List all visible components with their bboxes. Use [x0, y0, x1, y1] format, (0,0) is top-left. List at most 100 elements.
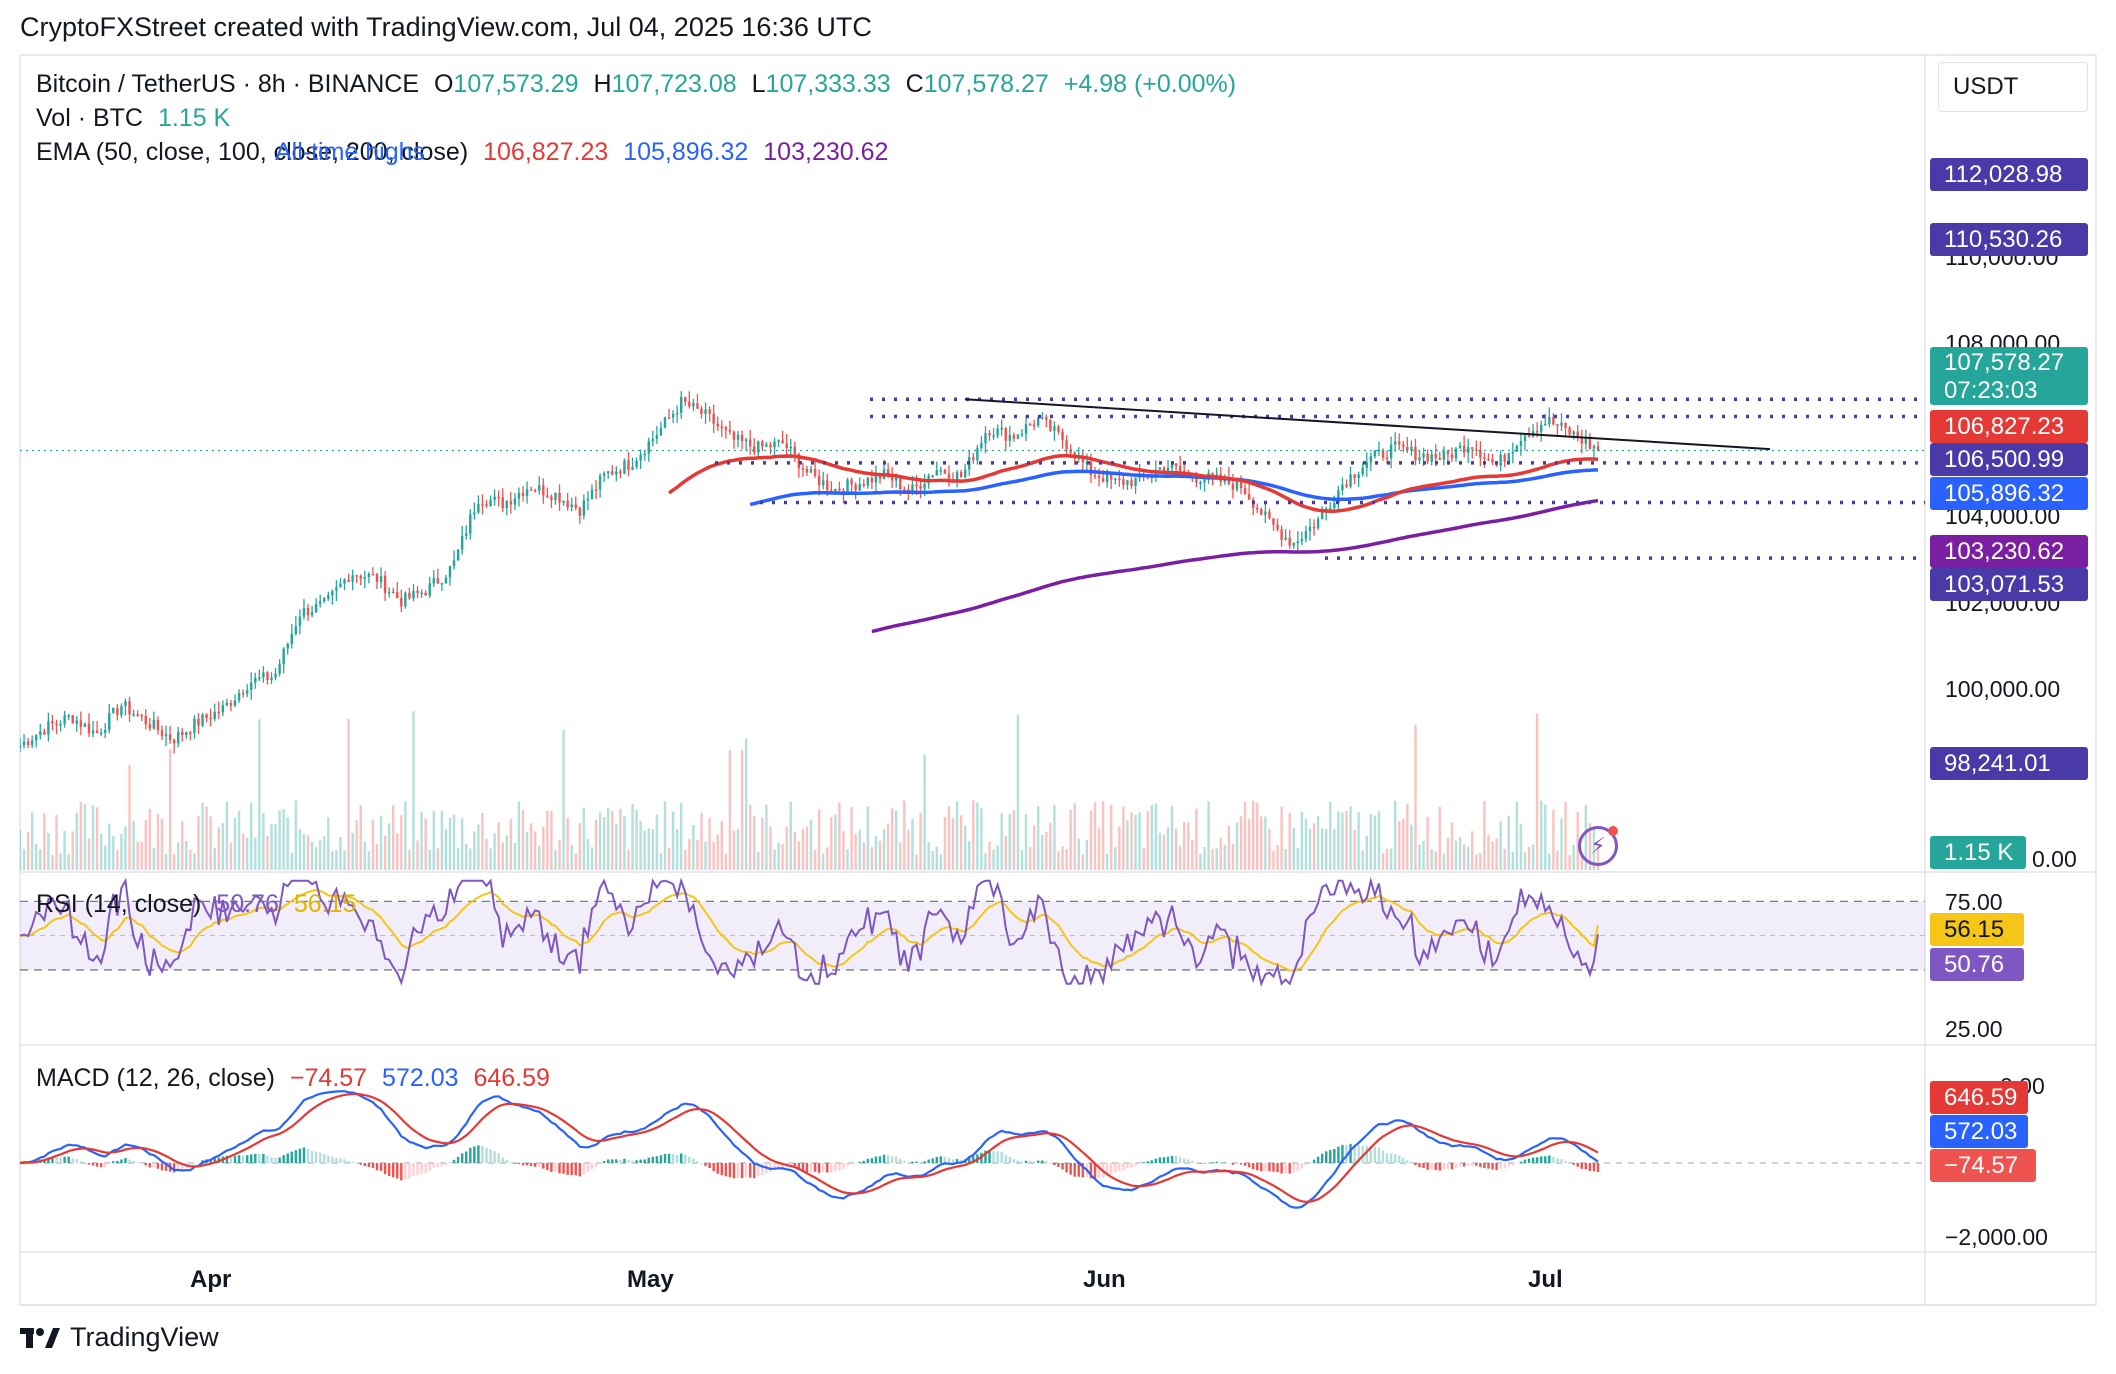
symbol-name[interactable]: Bitcoin / TetherUS · 8h · BINANCE — [36, 70, 420, 98]
candle-body — [99, 732, 103, 735]
volume-bar — [538, 845, 541, 870]
candle-body — [1393, 441, 1397, 445]
volume-bar — [63, 830, 66, 870]
candle-body — [773, 441, 776, 448]
brand-name: TradingView — [70, 1322, 219, 1352]
macd-histogram-bar — [314, 1151, 318, 1163]
candle-body — [761, 441, 764, 447]
candle-body — [781, 440, 784, 444]
volume-bar — [619, 808, 622, 870]
volume-bar — [611, 811, 614, 870]
volume-bar — [318, 839, 322, 870]
macd-histogram-bar — [659, 1155, 663, 1163]
candle-body — [680, 397, 683, 413]
candle-body — [594, 489, 598, 491]
volume-bar — [1256, 802, 1259, 870]
change-value: +4.98 (+0.00%) — [1063, 70, 1237, 98]
rsi-label[interactable]: RSI (14, close) — [36, 890, 202, 918]
candle-body — [1174, 463, 1178, 467]
candle-body — [400, 597, 403, 607]
macd-histogram-bar — [1349, 1143, 1352, 1163]
volume-bar — [850, 807, 853, 870]
candle-body — [26, 741, 30, 746]
macd-histogram-bar — [1028, 1160, 1032, 1163]
candle-body — [355, 575, 358, 577]
candle-body — [1422, 453, 1425, 458]
candle-body — [1178, 466, 1182, 471]
volume-bar — [112, 836, 115, 870]
candle-body — [878, 474, 882, 479]
macd-histogram-bar — [1187, 1159, 1190, 1163]
candle-body — [278, 664, 281, 674]
volume-bar — [773, 849, 776, 870]
volume-bar — [1523, 851, 1527, 870]
macd-label[interactable]: MACD (12, 26, close) — [36, 1064, 275, 1092]
volume-bar — [1300, 811, 1304, 870]
currency-button[interactable]: USDT — [1938, 62, 2088, 112]
candle-body — [229, 702, 233, 706]
candle-body — [1333, 503, 1336, 508]
candle-body — [777, 440, 780, 442]
candle-body — [314, 603, 318, 613]
volume-bar — [505, 835, 509, 870]
candle-body — [59, 724, 62, 726]
volume-bar — [270, 824, 273, 870]
volume-bar — [923, 754, 926, 870]
volume-bar — [1077, 838, 1080, 870]
candle-body — [688, 401, 691, 407]
volume-bar — [156, 813, 160, 870]
volume-bar — [331, 851, 334, 870]
volume-bar — [996, 845, 999, 870]
macd-histogram-bar — [525, 1163, 529, 1166]
volume-bar — [684, 849, 687, 870]
candle-body — [1389, 444, 1393, 459]
macd-histogram-bar — [1227, 1163, 1231, 1164]
candle-body — [1126, 480, 1129, 485]
macd-histogram-bar — [112, 1161, 115, 1163]
volume-bar — [323, 836, 326, 870]
candle-body — [164, 734, 168, 736]
macd-histogram-bar — [436, 1163, 440, 1167]
volume-bar — [20, 829, 22, 870]
tradingview-logo[interactable]: TradingView — [20, 1322, 219, 1353]
volume-bar — [704, 841, 707, 870]
volume-bar — [1410, 824, 1413, 870]
macd-line — [19, 1090, 1599, 1209]
volume-bar — [712, 842, 715, 870]
volume-bar — [550, 811, 553, 870]
macd-histogram-bar — [477, 1145, 480, 1163]
ema100-line — [749, 468, 1599, 507]
macd-histogram-bar — [351, 1161, 354, 1163]
candle-body — [75, 720, 79, 724]
volume-bar — [817, 809, 821, 870]
volume-bar — [1345, 811, 1348, 870]
candle-body — [112, 708, 115, 714]
macd-histogram-bar — [939, 1156, 943, 1163]
candle-body — [1045, 417, 1048, 420]
volume-bar — [1223, 844, 1227, 870]
macd-histogram-bar — [254, 1153, 257, 1163]
macd-histogram-bar — [1008, 1156, 1012, 1163]
candle-body — [1268, 511, 1271, 519]
volume-bar — [590, 847, 594, 870]
volume-bar — [955, 801, 959, 870]
volume-bar — [1491, 841, 1494, 870]
volume-bar — [1495, 838, 1498, 870]
macd-histogram-bar — [501, 1157, 504, 1163]
macd-histogram-bar — [1304, 1163, 1308, 1166]
macd-histogram-bar — [67, 1156, 70, 1163]
volume-bar — [582, 807, 586, 870]
candle-body — [955, 471, 959, 481]
volume-bar — [959, 815, 963, 870]
volume-bar — [148, 808, 152, 870]
ema-label[interactable]: EMA (50, close, 100, close, 200, close) — [36, 138, 469, 166]
lightning-icon[interactable]: ⚡ — [1578, 826, 1618, 866]
candle-body — [383, 576, 387, 593]
volume-bar — [1556, 850, 1559, 870]
macd-histogram-bar — [692, 1158, 695, 1163]
volume-bar — [404, 801, 407, 870]
all-time-highs-annotation: All-time highs — [275, 138, 426, 166]
volume-bar — [1057, 851, 1060, 870]
candle-body — [460, 535, 464, 550]
